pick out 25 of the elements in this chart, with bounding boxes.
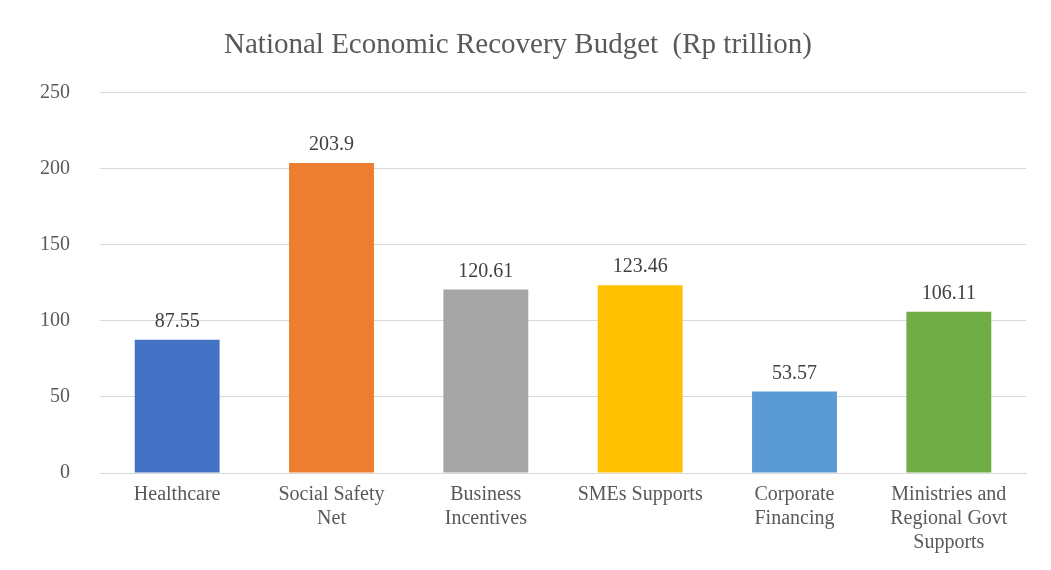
x-tick-label: Social Safety Net	[278, 482, 385, 529]
data-label: 120.61	[458, 258, 514, 281]
x-tick-label: Ministries and Regional Govt Supports	[890, 482, 1008, 554]
bar	[134, 339, 220, 473]
x-tick-label: Healthcare	[133, 482, 221, 505]
bar	[752, 391, 837, 473]
x-tick-label: SMEs Supports	[577, 482, 703, 506]
bar	[289, 162, 374, 473]
y-tick-label: 0	[60, 460, 70, 483]
bar	[443, 289, 529, 473]
x-tick-label: Corporate Financing	[754, 482, 835, 530]
bar	[597, 285, 683, 473]
data-label: 106.11	[921, 280, 976, 303]
y-tick-label: 100	[40, 308, 70, 331]
data-label: 123.46	[612, 254, 668, 277]
data-label: 203.9	[309, 132, 354, 155]
bar	[906, 311, 992, 473]
y-tick-label: 150	[40, 232, 70, 255]
data-label: 53.57	[772, 360, 817, 383]
data-label: 87.55	[154, 309, 200, 332]
y-tick-label: 250	[40, 80, 70, 103]
y-tick-label: 50	[50, 384, 70, 407]
y-tick-label: 200	[40, 156, 70, 179]
x-tick-label: Business Incentives	[444, 482, 528, 529]
chart-title: National Economic Recovery Budget (Rp trillion)	[224, 27, 812, 61]
